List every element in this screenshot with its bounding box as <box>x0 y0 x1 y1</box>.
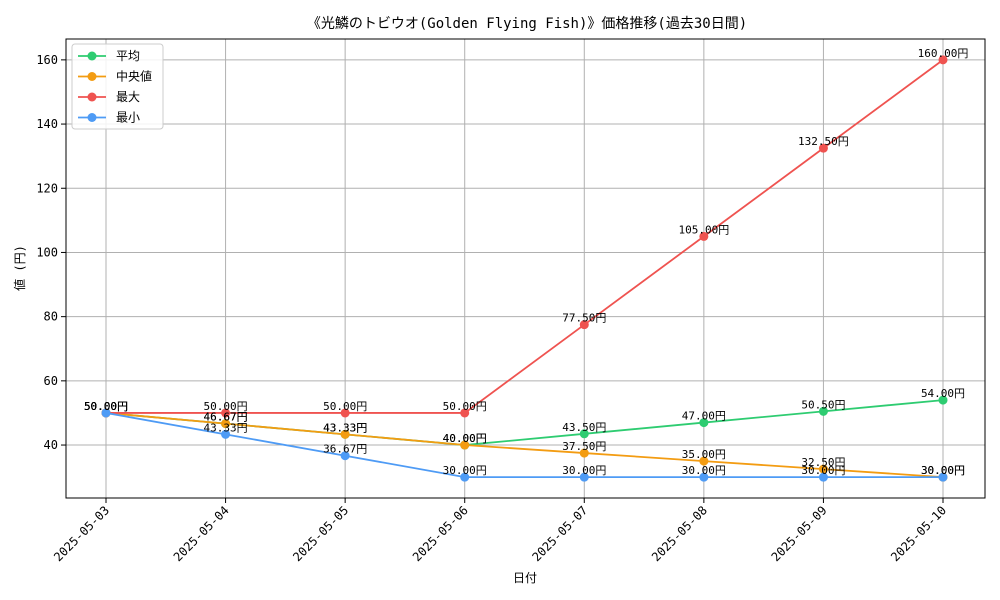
data-point <box>818 472 828 482</box>
data-label: 46.67円 <box>204 411 248 424</box>
y-tick-label: 160 <box>36 53 58 67</box>
data-label: 30.00円 <box>562 464 606 477</box>
legend-marker <box>87 92 97 102</box>
data-label: 43.33円 <box>323 421 367 434</box>
data-point <box>818 143 828 153</box>
x-tick-label: 2025-05-09 <box>769 503 830 564</box>
data-point <box>699 472 709 482</box>
data-label: 47.00円 <box>682 410 726 423</box>
data-point <box>579 429 589 439</box>
y-tick-label: 80 <box>44 310 58 324</box>
series-line-3 <box>105 412 943 479</box>
y-axis: 40 60 80 100 120 140 160 <box>36 53 66 452</box>
data-point <box>221 429 231 439</box>
data-point <box>579 472 589 482</box>
legend-box <box>71 43 164 130</box>
data-label: 160.00円 <box>918 47 969 60</box>
series-line-2 <box>106 59 944 414</box>
y-tick-label: 60 <box>44 374 58 388</box>
data-point <box>938 472 948 482</box>
y-tick-label: 100 <box>36 245 58 259</box>
data-point <box>699 231 709 241</box>
data-label: 46.67円 <box>204 411 248 424</box>
x-tick-label: 2025-05-05 <box>290 503 351 564</box>
plot-frame <box>65 38 986 499</box>
data-label: 32.50円 <box>801 456 845 469</box>
data-label: 36.67円 <box>323 443 367 456</box>
series-line-1 <box>105 412 944 479</box>
x-tick-label: 2025-05-03 <box>51 503 112 564</box>
data-label: 50.00円 <box>204 400 248 413</box>
data-point <box>460 408 470 418</box>
data-point <box>938 55 948 65</box>
data-point <box>460 472 470 482</box>
legend-marker <box>87 72 97 81</box>
data-label: 30.00円 <box>443 464 487 477</box>
data-label: 30.00円 <box>921 464 965 477</box>
data-label: 30.00円 <box>801 464 845 477</box>
data-point <box>340 429 350 439</box>
data-label: 43.33円 <box>323 421 367 434</box>
y-axis-label: 値 (円) <box>12 245 27 291</box>
x-tick-label: 2025-05-10 <box>888 503 949 564</box>
legend-label: 平均 <box>116 49 140 63</box>
legend-label: 中央値 <box>116 69 152 84</box>
x-tick-label: 2025-05-08 <box>649 503 710 564</box>
data-point <box>699 418 709 428</box>
x-tick-label: 2025-05-07 <box>529 503 590 564</box>
data-label: 43.50円 <box>562 421 606 434</box>
data-point <box>460 440 470 450</box>
data-label: 37.50円 <box>562 440 606 453</box>
legend-marker <box>87 113 97 122</box>
x-axis: 2025-05-03 2025-05-04 2025-05-05 2025-05-06… <box>51 498 949 564</box>
data-label: 77.50円 <box>562 312 606 325</box>
chart-title: 《光鱗のトビウオ(Golden Flying Fish)》価格推移(過去30日間… <box>307 16 747 32</box>
data-label: 40.00円 <box>443 432 487 445</box>
data-label: 30.00円 <box>682 464 726 477</box>
data-point <box>221 419 231 429</box>
legend-marker <box>87 51 97 61</box>
data-label: 50.00円 <box>443 400 487 413</box>
x-tick-label: 2025-05-06 <box>410 503 471 564</box>
data-label: 54.00円 <box>921 387 965 400</box>
data-label: 43.33円 <box>204 421 248 434</box>
data-label: 50.00円 <box>84 400 128 413</box>
data-label: 50.00円 <box>84 400 128 413</box>
data-label: 30.00円 <box>921 464 965 477</box>
series-layer <box>101 55 948 482</box>
data-label: 40.00円 <box>443 432 487 445</box>
y-tick-label: 120 <box>36 181 58 195</box>
data-point <box>221 408 231 418</box>
grid <box>66 39 985 498</box>
data-label: 50.00円 <box>323 400 367 413</box>
data-label: 50.00円 <box>84 400 128 413</box>
data-label: 50.50円 <box>801 398 845 411</box>
data-point <box>340 408 350 418</box>
data-point <box>938 395 948 405</box>
y-tick-label: 140 <box>36 117 58 131</box>
x-axis-label: 日付 <box>513 571 537 585</box>
x-tick-label: 2025-05-04 <box>171 503 232 564</box>
y-tick-label: 40 <box>44 438 58 452</box>
legend-label: 最小 <box>116 111 140 125</box>
data-label: 105.00円 <box>678 223 729 236</box>
data-labels: 50.00円46.67円43.33円40.00円43.50円47.00円50.5… <box>84 47 968 477</box>
data-label: 50.00円 <box>84 400 128 413</box>
data-point <box>818 464 828 474</box>
data-point <box>579 448 589 458</box>
data-point <box>101 408 111 418</box>
legend-label: 最大 <box>116 90 140 104</box>
data-point <box>699 456 709 466</box>
data-point <box>818 406 828 416</box>
data-point <box>340 451 350 461</box>
data-label: 132.50円 <box>798 135 849 148</box>
data-point <box>579 320 589 330</box>
data-label: 35.00円 <box>682 448 726 461</box>
